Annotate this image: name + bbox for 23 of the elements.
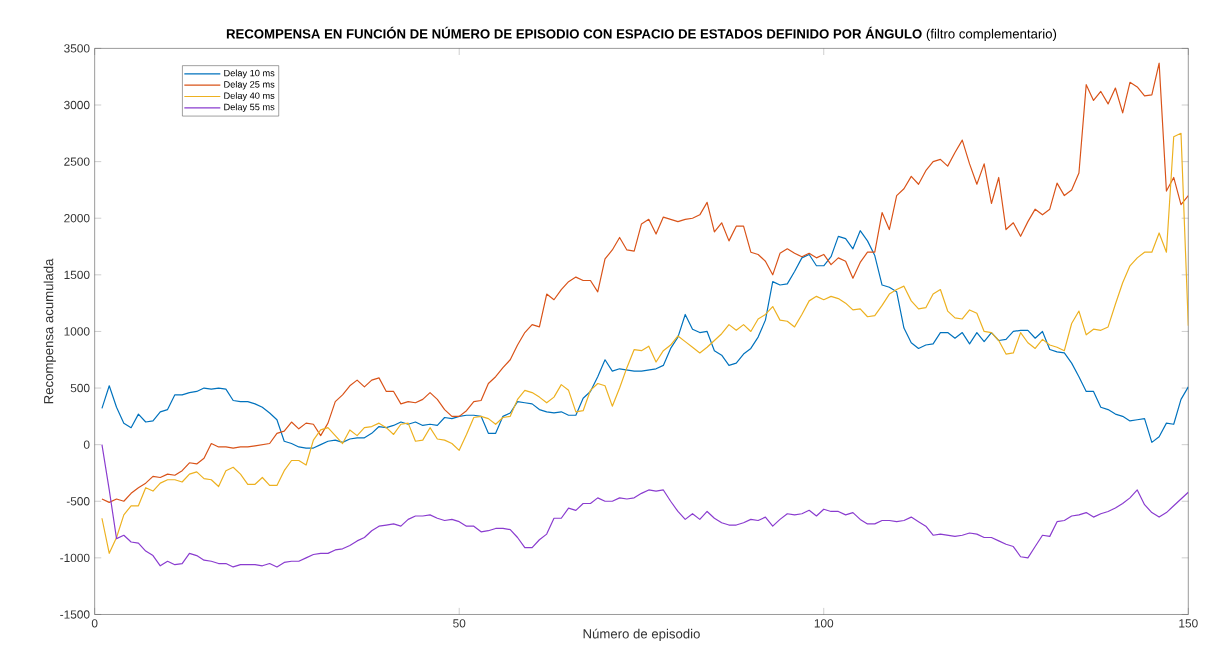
y-tick-label: -1000 [60, 553, 90, 563]
x-tick-label: 50 [453, 619, 466, 628]
y-axis-title: Recompensa acumulada [43, 258, 56, 404]
x-tick-label: 150 [1179, 619, 1198, 628]
legend-label: Delay 55 ms [224, 103, 275, 113]
y-tick-label: 2000 [64, 213, 90, 223]
x-tick-label: 100 [814, 619, 834, 628]
y-tick-label: 0 [83, 440, 90, 449]
legend-label: Delay 40 ms [224, 92, 275, 101]
y-tick-label: 1500 [64, 270, 90, 280]
y-tick-label: 1000 [64, 327, 90, 336]
y-tick-label: 3500 [64, 44, 90, 53]
legend-label: Delay 25 ms [224, 80, 275, 90]
y-tick-label: 3000 [64, 100, 90, 110]
chart-title: RECOMPENSA EN FUNCIÓN DE NÚMERO DE EPISODIO CON ESPACIO DE ESTADOS DEFINIDO POR ÁNGULO (filtro complementario) [226, 26, 1057, 42]
y-tick-label: 500 [70, 383, 90, 393]
x-tick-label: 0 [91, 619, 98, 628]
line-series [101, 132, 1189, 554]
x-axis-title: Número de episodio [583, 628, 700, 642]
y-tick-label: -500 [66, 497, 90, 506]
y-tick-label: 2500 [64, 157, 90, 166]
legend-label: Delay 10 ms [224, 69, 275, 79]
y-tick-label: -1500 [60, 610, 90, 619]
